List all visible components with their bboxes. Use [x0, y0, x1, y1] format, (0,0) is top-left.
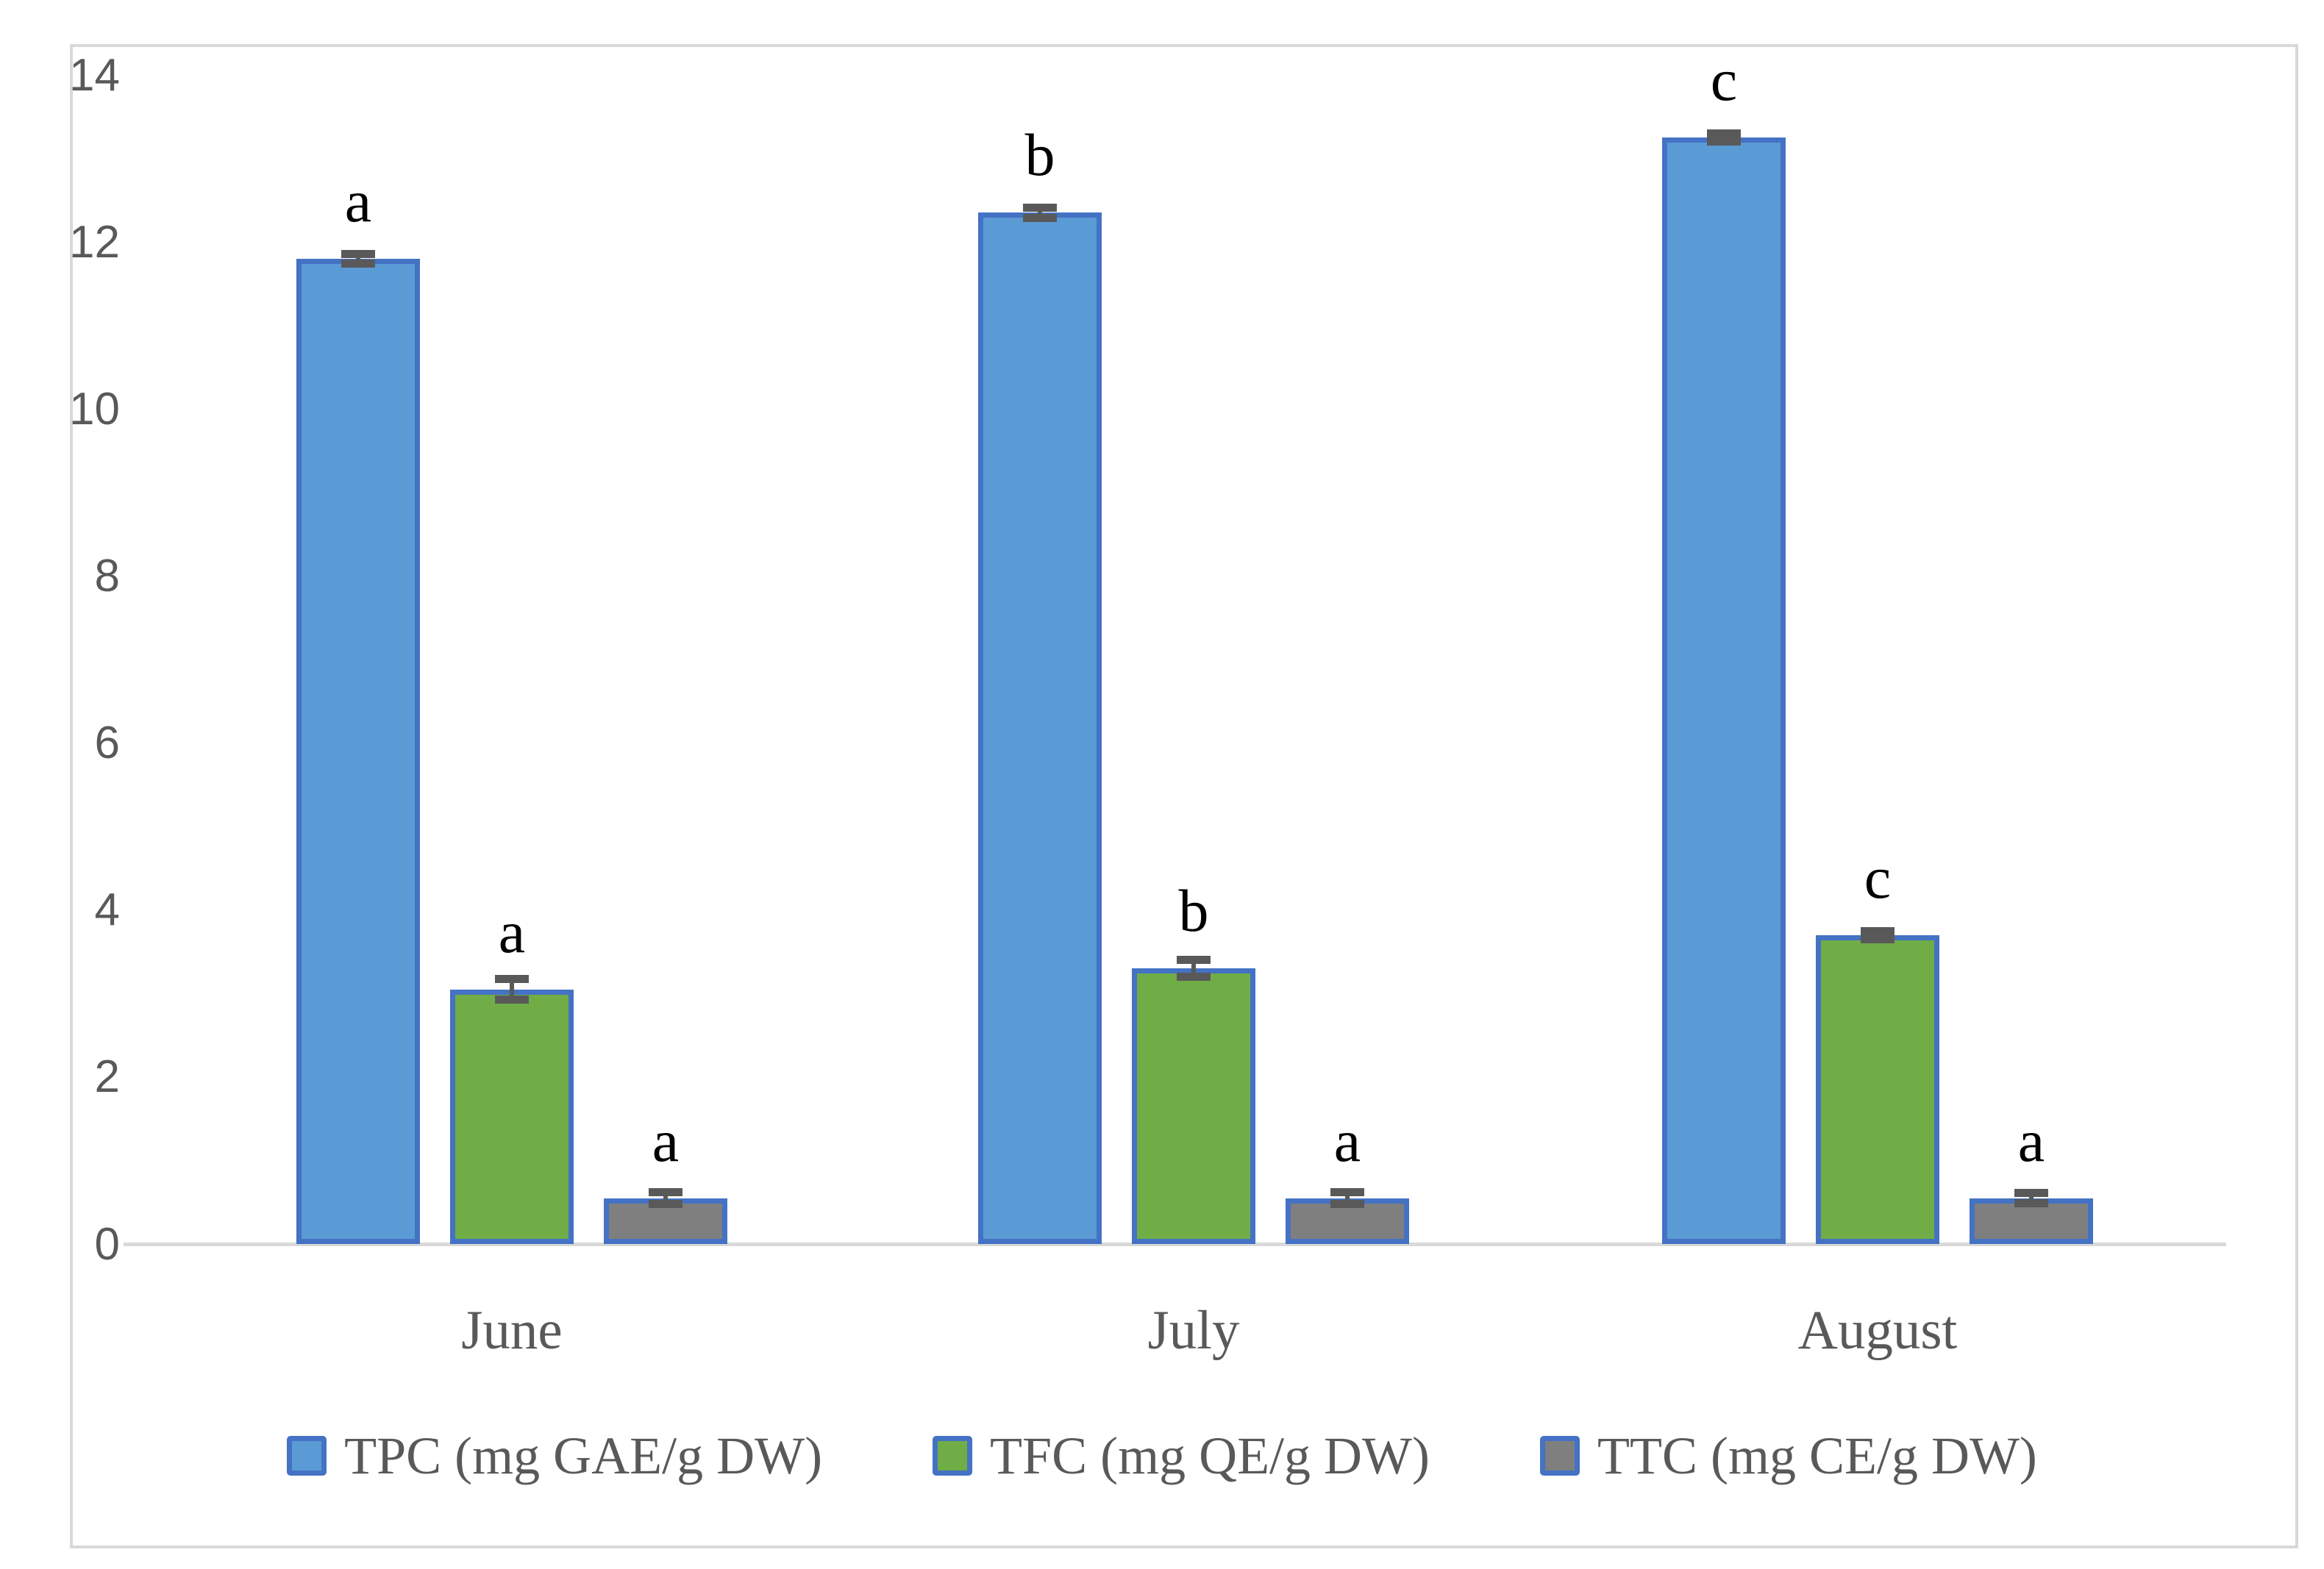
bar-TPC-July — [978, 212, 1102, 1244]
error-bar-cap — [1707, 129, 1741, 138]
error-bar-cap — [2014, 1189, 2048, 1198]
error-bar-cap — [1330, 1199, 1364, 1208]
x-axis-line — [124, 1243, 2226, 1246]
ttc-swatch-icon — [1539, 1436, 1580, 1476]
error-bar-cap — [341, 260, 375, 268]
bar-TFC-June — [450, 989, 574, 1244]
error-bar-cap — [341, 249, 375, 258]
error-bar-cap — [1023, 213, 1057, 222]
error-bar — [1191, 959, 1196, 977]
error-bar-cap — [1177, 956, 1211, 965]
tpc-swatch-icon — [287, 1436, 327, 1476]
y-tick-label: 0 — [94, 1218, 120, 1270]
legend-label-tfc: TFC (mg QE/g DW) — [990, 1426, 1430, 1485]
error-bar-cap — [1330, 1188, 1364, 1197]
y-tick-label: 2 — [94, 1051, 120, 1103]
error-bar — [1875, 931, 1880, 940]
legend-label-ttc: TTC (mg CE/g DW) — [1597, 1426, 2037, 1485]
error-bar — [1345, 1192, 1350, 1204]
y-tick-label: 4 — [94, 884, 120, 936]
error-bar — [356, 254, 360, 264]
error-bar — [2029, 1193, 2034, 1204]
significance-letter: a — [344, 167, 372, 235]
bar-TFC-August — [1816, 934, 1939, 1244]
error-bar-cap — [1707, 137, 1741, 146]
error-bar — [1722, 133, 1726, 142]
y-tick-label: 10 — [69, 383, 120, 435]
tfc-swatch-icon — [933, 1436, 973, 1476]
legend-item-tpc: TPC (mg GAE/g DW) — [287, 1426, 822, 1487]
error-bar-cap — [495, 975, 529, 984]
significance-letter: b — [1178, 877, 1209, 945]
y-tick-label: 12 — [69, 216, 120, 268]
significance-letter: c — [1864, 843, 1892, 911]
legend-label-tpc: TPC (mg GAE/g DW) — [344, 1426, 823, 1485]
error-bar — [510, 979, 514, 1000]
significance-letter: c — [1710, 46, 1738, 114]
bar-TFC-July — [1132, 968, 1255, 1244]
x-category-label: July — [1147, 1300, 1240, 1361]
error-bar-cap — [1177, 973, 1211, 982]
significance-letter: a — [1333, 1107, 1361, 1174]
figure-border — [70, 44, 2298, 1548]
significance-letter: b — [1024, 121, 1055, 189]
error-bar-cap — [649, 1188, 682, 1197]
error-bar-cap — [1861, 934, 1895, 943]
error-bar — [663, 1192, 668, 1204]
significance-letter: a — [652, 1107, 680, 1174]
y-tick-label: 8 — [94, 550, 120, 601]
bar-TTC-July — [1286, 1198, 1409, 1244]
error-bar-cap — [649, 1199, 682, 1208]
significance-letter: a — [498, 898, 526, 965]
legend-item-ttc: TTC (mg CE/g DW) — [1539, 1426, 2037, 1487]
error-bar-cap — [2014, 1198, 2048, 1207]
legend: TPC (mg GAE/g DW) TFC (mg QE/g DW) TTC (… — [0, 1419, 2324, 1493]
error-bar-cap — [1861, 926, 1895, 935]
legend-item-tfc: TFC (mg QE/g DW) — [933, 1426, 1430, 1487]
error-bar-cap — [1023, 204, 1057, 212]
bar-TPC-June — [296, 258, 420, 1244]
x-category-label: June — [461, 1300, 563, 1361]
significance-letter: a — [2017, 1107, 2045, 1174]
bar-TPC-August — [1662, 137, 1786, 1244]
y-tick-label: 6 — [94, 718, 120, 769]
y-tick-label: 14 — [69, 49, 120, 101]
x-category-label: August — [1797, 1300, 1958, 1361]
error-bar — [1038, 207, 1042, 218]
error-bar-cap — [495, 995, 529, 1004]
